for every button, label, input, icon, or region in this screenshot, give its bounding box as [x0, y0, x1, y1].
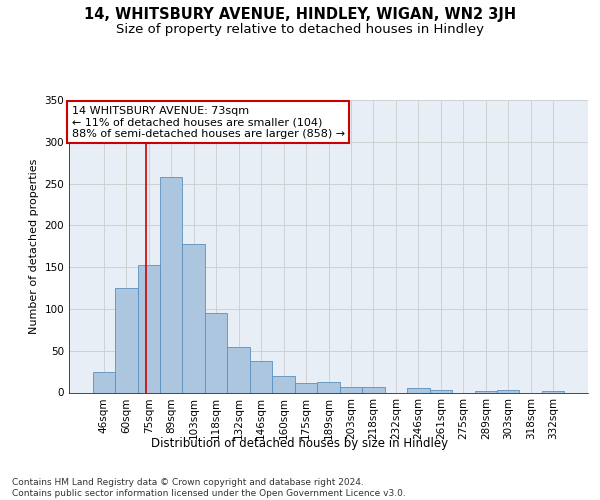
Text: Size of property relative to detached houses in Hindley: Size of property relative to detached ho… [116, 22, 484, 36]
Bar [182, 244, 205, 392]
Bar [272, 376, 295, 392]
Bar [205, 313, 227, 392]
Bar [160, 177, 182, 392]
Bar [340, 386, 362, 392]
Bar [227, 346, 250, 393]
Bar [497, 390, 520, 392]
Bar [475, 391, 497, 392]
Bar [317, 382, 340, 392]
Bar [250, 360, 272, 392]
Text: Contains HM Land Registry data © Crown copyright and database right 2024.
Contai: Contains HM Land Registry data © Crown c… [12, 478, 406, 498]
Bar [115, 288, 137, 393]
Y-axis label: Number of detached properties: Number of detached properties [29, 158, 39, 334]
Bar [295, 384, 317, 392]
Bar [92, 372, 115, 392]
Text: 14 WHITSBURY AVENUE: 73sqm
← 11% of detached houses are smaller (104)
88% of sem: 14 WHITSBURY AVENUE: 73sqm ← 11% of deta… [71, 106, 345, 139]
Text: 14, WHITSBURY AVENUE, HINDLEY, WIGAN, WN2 3JH: 14, WHITSBURY AVENUE, HINDLEY, WIGAN, WN… [84, 8, 516, 22]
Bar [542, 391, 565, 392]
Bar [137, 264, 160, 392]
Text: Distribution of detached houses by size in Hindley: Distribution of detached houses by size … [151, 438, 449, 450]
Bar [362, 388, 385, 392]
Bar [430, 390, 452, 392]
Bar [407, 388, 430, 392]
